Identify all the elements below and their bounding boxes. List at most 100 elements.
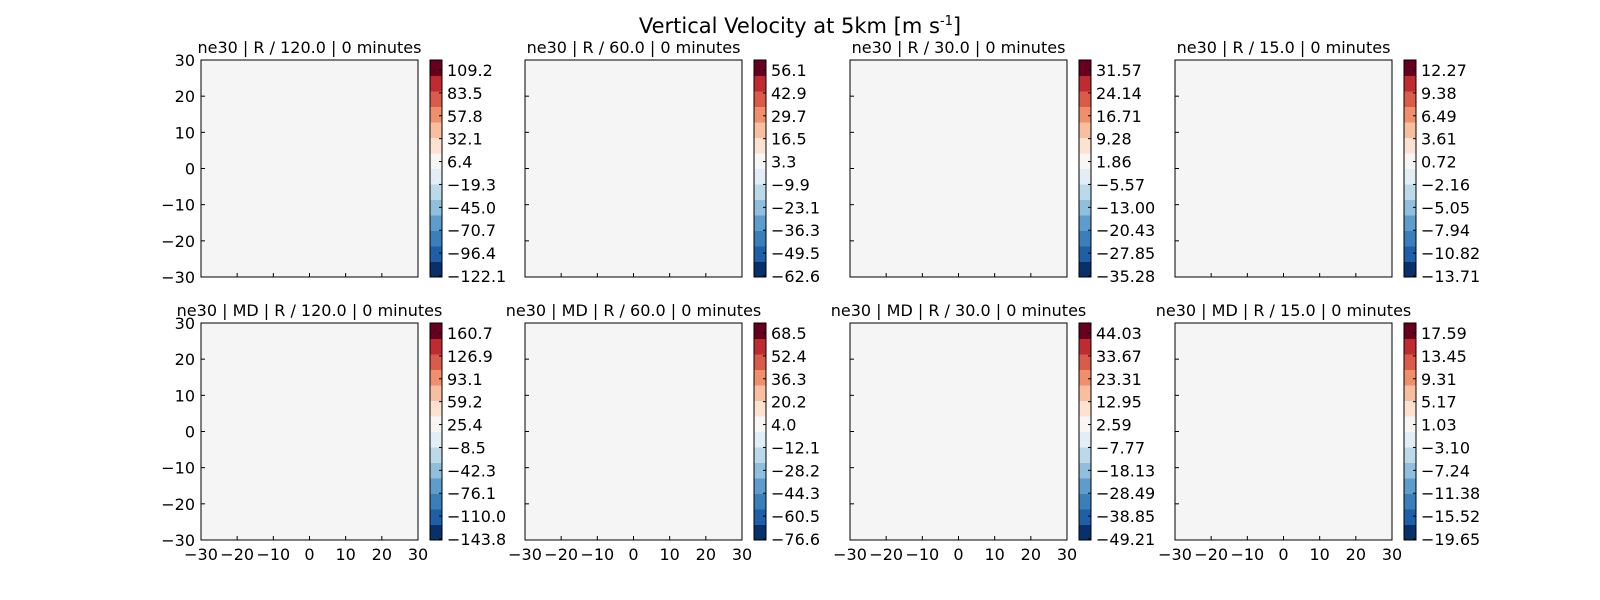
x-tick-label: 30 <box>1382 545 1402 564</box>
colorbar-segment <box>430 493 442 510</box>
colorbar-segment <box>754 91 766 107</box>
x-tick-label: −20 <box>220 545 254 564</box>
panel-4: ne30 | R / 15.0 | 0 minutes 12.27 9.38 6.49… <box>1174 38 1480 286</box>
colorbar-segment <box>1079 106 1091 123</box>
colorbar-segment <box>1404 153 1416 169</box>
colorbar-label: 3.61 <box>1421 130 1457 149</box>
plot-area <box>200 322 419 541</box>
colorbar-label: −143.8 <box>447 530 506 549</box>
colorbar-segment <box>430 369 442 386</box>
colorbar-segment <box>1404 478 1416 494</box>
colorbar-label: −12.1 <box>771 438 820 457</box>
colorbar-label: 36.3 <box>771 370 807 389</box>
y-tick-label: 10 <box>175 386 195 405</box>
colorbar-label: −49.21 <box>1096 530 1155 549</box>
colorbar-label: −15.52 <box>1421 507 1480 526</box>
colorbar-segment <box>1079 354 1091 370</box>
colorbar-segment <box>754 215 766 231</box>
colorbar-segment <box>1079 60 1091 76</box>
panel-title: ne30 | R / 30.0 | 0 minutes <box>852 38 1066 57</box>
colorbar-segment <box>754 246 766 262</box>
x-tick-label: −30 <box>508 545 542 564</box>
x-tick-label: −30 <box>1158 545 1192 564</box>
colorbar-segment <box>754 199 766 216</box>
colorbar-segment <box>1404 354 1416 370</box>
colorbar-segment <box>1079 215 1091 231</box>
panel-2: ne30 | R / 60.0 | 0 minutes 56.1 42.9 29.7 1… <box>524 38 820 286</box>
plot-area <box>849 322 1068 541</box>
colorbar-label: 9.28 <box>1096 130 1132 149</box>
colorbar-segment <box>430 137 442 154</box>
colorbar-label: 57.8 <box>447 107 483 126</box>
colorbar-frame <box>429 59 443 278</box>
plot-area <box>200 59 419 278</box>
colorbar-label: 0.72 <box>1421 153 1457 172</box>
colorbar-segment <box>754 168 766 185</box>
colorbar-segment <box>754 431 766 448</box>
plot-area <box>1174 322 1393 541</box>
colorbar-segment <box>1079 323 1091 339</box>
colorbar-label: 109.2 <box>447 61 493 80</box>
x-tick-label: 20 <box>1346 545 1366 564</box>
panel-title: ne30 | R / 60.0 | 0 minutes <box>527 38 741 57</box>
x-tick-label: 20 <box>696 545 716 564</box>
colorbar-label: 1.86 <box>1096 153 1132 172</box>
colorbar-label: −76.1 <box>447 484 496 503</box>
colorbar-segment <box>1079 431 1091 448</box>
panel-title: ne30 | MD | R / 120.0 | 0 minutes <box>177 301 443 320</box>
panel-3: ne30 | R / 30.0 | 0 minutes 31.57 24.14 16.… <box>849 38 1155 286</box>
panel-title: ne30 | R / 15.0 | 0 minutes <box>1177 38 1391 57</box>
colorbar-segment <box>1079 91 1091 107</box>
colorbar-segment <box>430 60 442 76</box>
colorbar-label: −7.77 <box>1096 438 1145 457</box>
colorbar-label: −20.43 <box>1096 221 1155 240</box>
colorbar-label: 32.1 <box>447 130 483 149</box>
colorbar-segment <box>1079 478 1091 494</box>
panel-title: ne30 | R / 120.0 | 0 minutes <box>198 38 422 57</box>
colorbar-label: 16.71 <box>1096 107 1142 126</box>
colorbar-segment <box>754 230 766 247</box>
x-tick-label: 10 <box>984 545 1004 564</box>
colorbar-label: −36.3 <box>771 221 820 240</box>
colorbar-label: 59.2 <box>447 393 483 412</box>
panel-6: ne30 | MD | R / 60.0 | 0 minutes−30 −20 −1… <box>506 301 820 564</box>
colorbar-label: 5.17 <box>1421 393 1457 412</box>
x-tick-label: −10 <box>1230 545 1264 564</box>
colorbar-segment <box>754 354 766 370</box>
colorbar-segment <box>1079 122 1091 138</box>
colorbar-segment <box>754 137 766 154</box>
colorbar-segment <box>1079 153 1091 169</box>
colorbar-segment <box>430 246 442 262</box>
colorbar-segment <box>1079 246 1091 262</box>
colorbar-label: 56.1 <box>771 61 807 80</box>
colorbar-segment <box>1079 509 1091 525</box>
y-tick-label: 30 <box>175 51 195 70</box>
colorbar-segment <box>430 215 442 231</box>
colorbar-segment <box>1404 369 1416 386</box>
colorbar-segment <box>1079 338 1091 355</box>
x-tick-label: −10 <box>256 545 290 564</box>
colorbar-segment <box>1079 493 1091 510</box>
colorbar-segment <box>754 122 766 138</box>
colorbar-segment <box>1404 261 1416 278</box>
colorbar-segment <box>1404 75 1416 92</box>
colorbar-label: −7.24 <box>1421 461 1470 480</box>
x-tick-label: −20 <box>544 545 578 564</box>
colorbar-label: −2.16 <box>1421 175 1470 194</box>
colorbar-segment <box>754 261 766 278</box>
colorbar-segment <box>1404 400 1416 417</box>
x-tick-label: −30 <box>833 545 867 564</box>
panel-title: ne30 | MD | R / 30.0 | 0 minutes <box>831 301 1087 320</box>
figure-title-main: Vertical Velocity at 5km [m s <box>638 14 940 38</box>
colorbar-label: −7.94 <box>1421 221 1470 240</box>
colorbar-label: 33.67 <box>1096 347 1142 366</box>
colorbar-label: 23.31 <box>1096 370 1142 389</box>
colorbar-segment <box>1404 462 1416 479</box>
colorbar-segment <box>1404 416 1416 432</box>
colorbar-label: −13.00 <box>1096 198 1155 217</box>
y-tick-label: −30 <box>161 531 195 550</box>
colorbar-segment <box>1404 323 1416 339</box>
colorbar-label: 17.59 <box>1421 324 1467 343</box>
colorbar-segment <box>1404 431 1416 448</box>
x-tick-label: 20 <box>1021 545 1041 564</box>
